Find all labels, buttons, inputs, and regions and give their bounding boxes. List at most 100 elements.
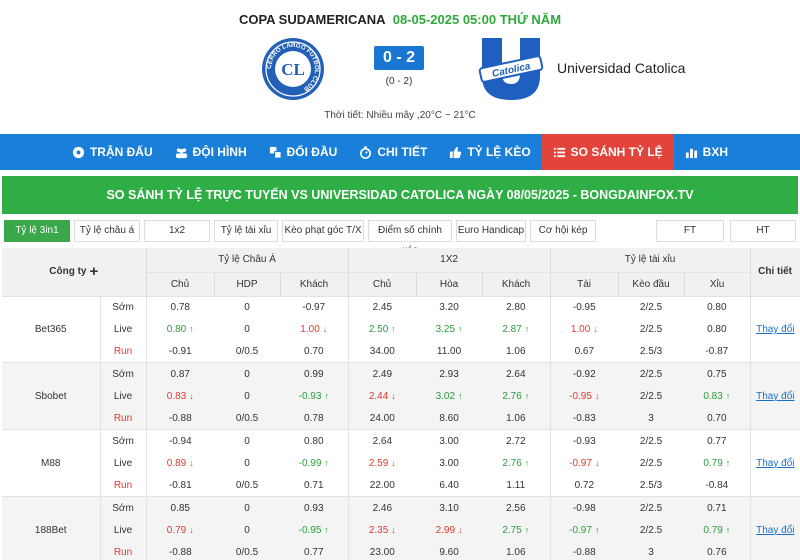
odds-value: 0 bbox=[244, 301, 250, 313]
odds-value: -0.94 bbox=[168, 435, 192, 447]
odds-cell: 0.70 bbox=[280, 340, 349, 363]
league-line: COPA SUDAMERICANA 08-05-2025 05:00 THỨ N… bbox=[0, 12, 800, 27]
group-header-asian: Tỷ lệ Châu Á bbox=[146, 248, 349, 273]
filter-double-chance[interactable]: Cơ hội kép bbox=[530, 220, 596, 242]
filter-over-under[interactable]: Tỷ lệ tài xỉu bbox=[214, 220, 278, 242]
odds-cell: 3 bbox=[618, 541, 685, 560]
filter-ft[interactable]: FT bbox=[656, 220, 724, 242]
odds-cell: 2.50 ↑ bbox=[348, 318, 417, 341]
subheader-over: Tài bbox=[550, 271, 619, 296]
odds-value: 0.80 bbox=[166, 323, 187, 335]
odds-row: Bet365 Sớm 0.78 0 -0.97 2.45 3.20 2.80 -0.95 2/2.… bbox=[2, 295, 800, 363]
filter-corner-ou[interactable]: Kèo phạt góc T/X bbox=[282, 220, 364, 242]
filter-3in1[interactable]: Tỷ lệ 3in1 bbox=[4, 220, 70, 242]
odds-value: 0 bbox=[244, 323, 250, 335]
odds-cell: 0.99 bbox=[280, 362, 349, 386]
odds-cell: -0.93 bbox=[550, 429, 619, 453]
odds-value: 2.46 bbox=[372, 502, 393, 514]
odds-cell: 0.80 bbox=[684, 295, 751, 319]
tab-label: ĐỘI HÌNH bbox=[192, 145, 247, 159]
change-history-link[interactable]: Thay đổi bbox=[756, 390, 795, 402]
filter-1x2[interactable]: 1x2 bbox=[144, 220, 210, 242]
odds-value: -0.93 bbox=[572, 435, 596, 447]
change-history-link[interactable]: Thay đổi bbox=[756, 524, 795, 536]
arrow-up-icon: ↑ bbox=[458, 323, 463, 334]
odds-cell: 2.35 ↓ bbox=[348, 518, 417, 542]
away-team-name[interactable]: Universidad Catolica bbox=[557, 60, 686, 76]
odds-value: 0/0.5 bbox=[235, 345, 259, 357]
odds-value: 2.64 bbox=[506, 368, 526, 380]
odds-value: 2.75 bbox=[502, 524, 522, 536]
odds-cell: 24.00 bbox=[348, 407, 417, 430]
tab-bxh[interactable]: BXH bbox=[674, 134, 739, 170]
arrow-up-icon: ↑ bbox=[725, 457, 731, 468]
change-history-link[interactable]: Thay đổi bbox=[756, 457, 795, 469]
odds-value: -0.95 bbox=[298, 524, 322, 536]
odds-value: -0.81 bbox=[168, 479, 192, 491]
odds-value: -0.88 bbox=[572, 546, 596, 558]
away-team-crest[interactable]: Catolica bbox=[478, 36, 544, 102]
odds-value: -0.97 bbox=[302, 301, 326, 313]
odds-cell: 0.80 bbox=[684, 318, 751, 341]
subheader-under: Xỉu bbox=[684, 271, 751, 296]
odds-value: 0.83 bbox=[166, 390, 187, 402]
odds-cell: 1.06 bbox=[482, 340, 551, 363]
filter-euro-handicap[interactable]: Euro Handicap bbox=[456, 220, 526, 242]
odds-value: 2/2.5 bbox=[639, 390, 663, 402]
tab-bar: TRẬN ĐẤU ĐỘI HÌNH ĐỐI ĐẦU CHI TIẾT TỶ LỆ… bbox=[0, 134, 800, 170]
odds-cell: 0.79 ↑ bbox=[684, 452, 751, 475]
odds-value: 2.80 bbox=[506, 301, 526, 313]
filter-ht[interactable]: HT bbox=[730, 220, 796, 242]
odds-value: 0.75 bbox=[707, 368, 727, 380]
odds-value: 2.5/3 bbox=[639, 345, 663, 357]
odds-value: -0.97 bbox=[569, 524, 592, 536]
arrow-down-icon: ↓ bbox=[594, 457, 600, 468]
tab-so-sanh-ty-le[interactable]: SO SÁNH TỶ LỆ bbox=[541, 134, 674, 170]
odds-cell: 2/2.5 bbox=[618, 496, 685, 519]
row-type-label: Live bbox=[100, 452, 147, 475]
add-company-icon[interactable]: + bbox=[89, 263, 99, 281]
odds-value: 2/2.5 bbox=[639, 524, 663, 536]
odds-value: 0.71 bbox=[304, 479, 324, 491]
arrow-up-icon: ↑ bbox=[524, 323, 530, 334]
odds-cell: 3.20 bbox=[416, 295, 483, 319]
filter-asian[interactable]: Tỷ lệ châu á bbox=[74, 220, 140, 242]
home-team-crest[interactable]: CERRO LARGO FÚTBOL CLUB CL bbox=[260, 36, 326, 102]
odds-cell: 8.60 bbox=[416, 407, 483, 430]
filter-correct-score[interactable]: Điểm số chính xác bbox=[368, 220, 452, 256]
odds-cell: 0 bbox=[214, 318, 281, 341]
row-type-label: Live bbox=[100, 385, 147, 408]
tab-chi-tiet[interactable]: CHI TIẾT bbox=[348, 134, 438, 170]
odds-value: 3 bbox=[648, 546, 654, 558]
odds-row: Live 0.80 ↑ 0 1.00 ↓ 2.50 ↑ 3.25 ↑ 2.87 ↑ 1.00 ↓ 2/2.5… bbox=[2, 318, 800, 341]
detail-cell: Thay đổi bbox=[750, 362, 800, 430]
odds-cell: -0.91 bbox=[146, 340, 215, 363]
odds-value: 3.02 bbox=[435, 390, 456, 402]
comparison-banner: SO SÁNH TỶ LỆ TRỰC TUYẾN VS UNIVERSIDAD … bbox=[2, 176, 798, 214]
odds-cell: 2.5/3 bbox=[618, 340, 685, 363]
change-history-link[interactable]: Thay đổi bbox=[756, 323, 795, 335]
odds-value: 0.80 bbox=[304, 435, 324, 447]
arrow-down-icon: ↓ bbox=[593, 323, 598, 334]
odds-value: 1.06 bbox=[506, 345, 526, 357]
tab-tran-dau[interactable]: TRẬN ĐẤU bbox=[61, 134, 164, 170]
odds-cell: 1.06 bbox=[482, 407, 551, 430]
tab-doi-dau[interactable]: ĐỐI ĐẦU bbox=[258, 134, 349, 170]
bookmaker-name: 188Bet bbox=[2, 496, 101, 560]
tab-doi-hinh[interactable]: ĐỘI HÌNH bbox=[164, 134, 258, 170]
arrow-down-icon: ↓ bbox=[391, 390, 396, 401]
odds-cell: 0/0.5 bbox=[214, 474, 281, 497]
odds-cell: 0.78 bbox=[146, 295, 215, 319]
odds-value: 1.06 bbox=[506, 546, 526, 558]
arrow-down-icon: ↓ bbox=[189, 390, 194, 401]
odds-cell: 0.79 ↓ bbox=[146, 518, 215, 542]
odds-cell: 2.45 bbox=[348, 295, 417, 319]
odds-value: 2.93 bbox=[439, 368, 459, 380]
detail-cell: Thay đổi bbox=[750, 496, 800, 560]
tab-ty-le-keo[interactable]: TỶ LỆ KÈO bbox=[438, 134, 541, 170]
odds-cell: 0.70 bbox=[684, 407, 751, 430]
arrow-down-icon: ↓ bbox=[189, 524, 194, 535]
odds-cell: -0.88 bbox=[146, 541, 215, 560]
odds-value: 8.60 bbox=[439, 412, 459, 424]
odds-cell: -0.97 ↓ bbox=[550, 452, 619, 475]
